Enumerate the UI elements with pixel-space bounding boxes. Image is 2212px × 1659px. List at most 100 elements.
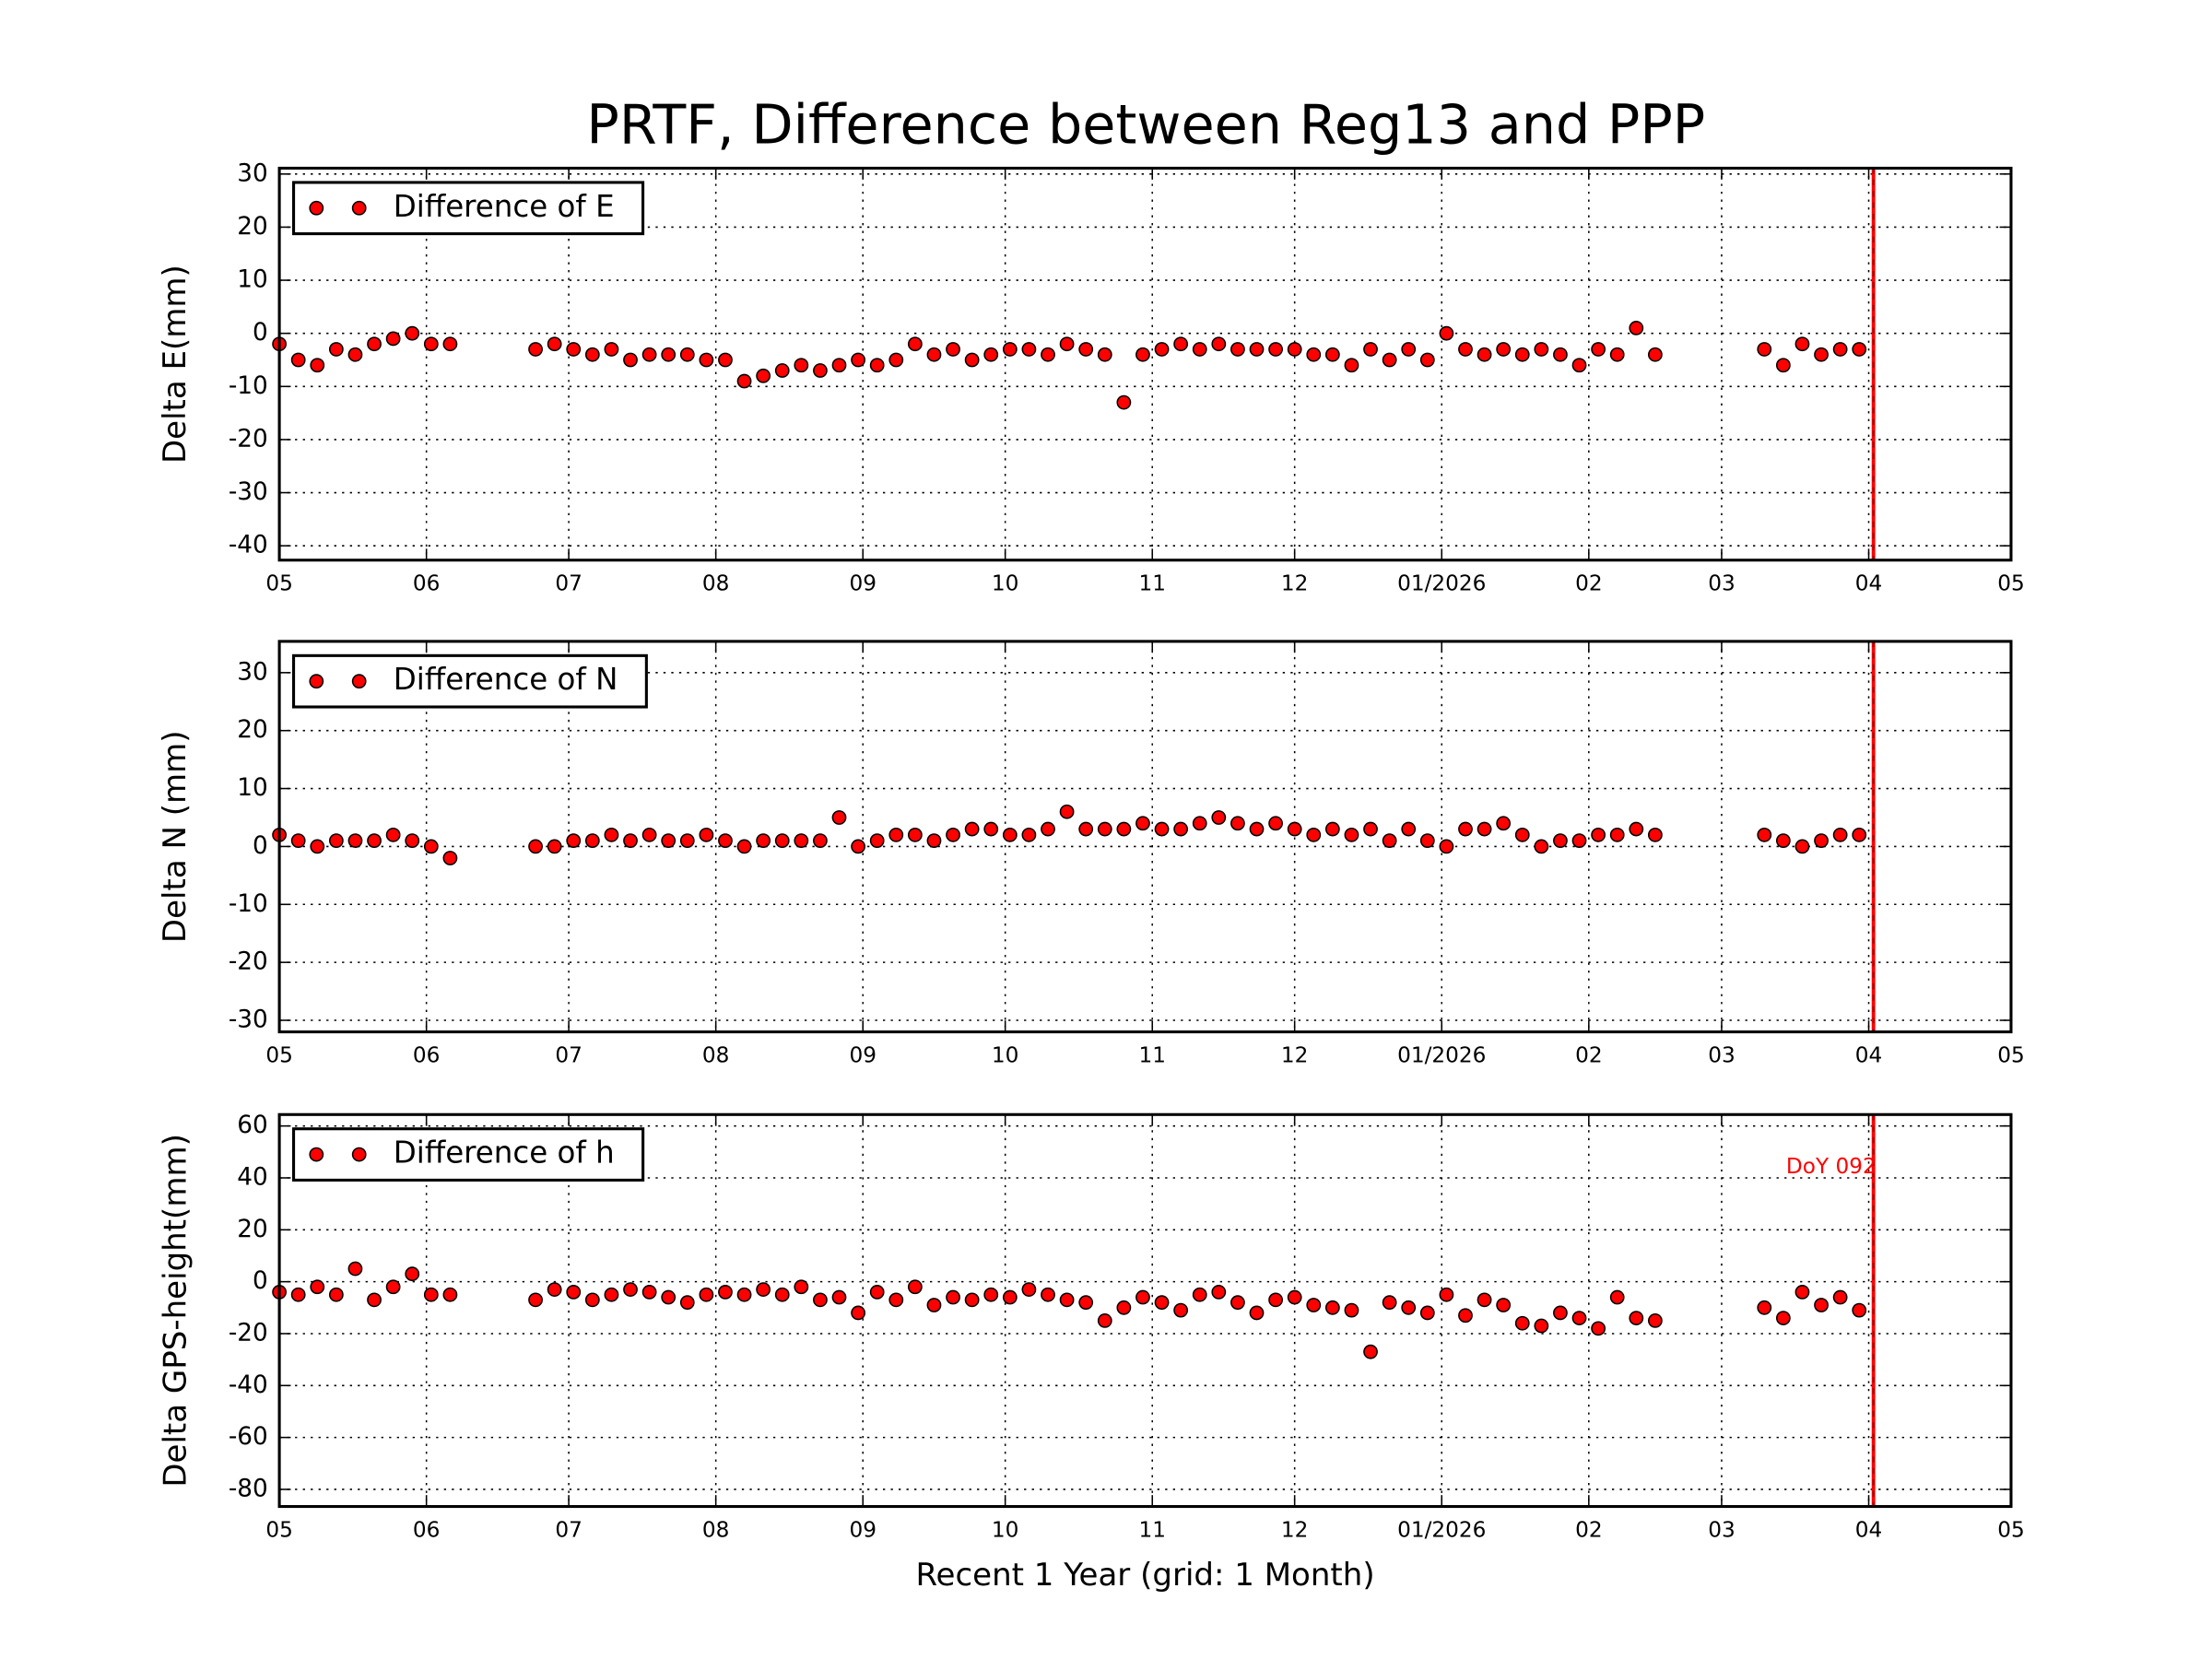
data-point bbox=[736, 373, 752, 389]
data-point bbox=[1629, 821, 1644, 837]
data-point bbox=[1439, 839, 1454, 854]
data-point bbox=[1553, 347, 1568, 362]
plot-frame bbox=[277, 1112, 2013, 1509]
data-point bbox=[926, 347, 942, 362]
data-point bbox=[1775, 1311, 1791, 1325]
legend: Difference of h bbox=[292, 1127, 645, 1182]
data-point bbox=[831, 1289, 847, 1305]
data-point bbox=[1268, 1292, 1283, 1308]
data-point bbox=[367, 833, 382, 849]
data-point bbox=[1173, 336, 1189, 352]
data-point bbox=[290, 1287, 306, 1302]
data-point bbox=[964, 352, 980, 368]
data-point bbox=[328, 833, 344, 849]
data-point bbox=[547, 336, 562, 352]
data-point bbox=[1306, 827, 1322, 842]
legend-label: Difference of h bbox=[394, 1135, 615, 1171]
y-tick-label: -40 bbox=[229, 1371, 268, 1399]
data-point bbox=[1757, 342, 1772, 357]
data-point bbox=[1192, 1287, 1207, 1302]
x-tick-label: 11 bbox=[1138, 571, 1166, 596]
y-tick-label: 40 bbox=[237, 1163, 267, 1191]
data-point bbox=[1173, 1302, 1189, 1318]
data-point bbox=[442, 851, 458, 865]
legend-marker bbox=[309, 200, 324, 216]
data-point bbox=[1116, 821, 1132, 837]
data-point bbox=[946, 342, 960, 357]
data-point bbox=[641, 1285, 657, 1300]
data-point bbox=[869, 358, 885, 373]
data-point bbox=[661, 347, 677, 362]
x-tick-label: 12 bbox=[1281, 1517, 1309, 1542]
data-point bbox=[1002, 827, 1018, 842]
data-point bbox=[1609, 827, 1625, 842]
x-tick-label: 05 bbox=[265, 571, 293, 596]
data-point bbox=[1324, 1300, 1340, 1315]
data-point bbox=[1306, 347, 1322, 362]
data-point bbox=[347, 1261, 363, 1277]
data-point bbox=[328, 1287, 344, 1302]
x-tick-label: 02 bbox=[1575, 1517, 1603, 1542]
y-tick-label: -20 bbox=[229, 948, 268, 976]
data-point bbox=[1648, 827, 1663, 842]
y-tick-label: -30 bbox=[229, 1006, 268, 1034]
data-point bbox=[1496, 1298, 1512, 1312]
data-point bbox=[528, 839, 543, 854]
data-point bbox=[405, 325, 420, 341]
legend-marker bbox=[309, 1147, 324, 1162]
data-point bbox=[1775, 358, 1791, 373]
data-point bbox=[794, 1279, 809, 1295]
data-point bbox=[385, 1279, 401, 1295]
data-point bbox=[1832, 827, 1848, 842]
data-point bbox=[1382, 352, 1397, 368]
x-tick-label: 02 bbox=[1575, 571, 1603, 596]
x-tick-label: 01/2026 bbox=[1397, 1517, 1486, 1542]
data-point bbox=[367, 336, 382, 352]
y-tick-label: -10 bbox=[229, 890, 268, 918]
data-point bbox=[1382, 1295, 1397, 1311]
x-tick-label: 01/2026 bbox=[1397, 1042, 1486, 1067]
data-point bbox=[1852, 1302, 1867, 1318]
data-point bbox=[528, 1292, 543, 1308]
data-point bbox=[1097, 821, 1112, 837]
x-axis-label: Recent 1 Year (grid: 1 Month) bbox=[915, 1557, 1374, 1594]
data-point bbox=[1249, 342, 1265, 357]
data-point bbox=[310, 839, 325, 854]
data-point bbox=[1571, 358, 1587, 373]
data-point bbox=[347, 833, 363, 849]
data-point bbox=[907, 1279, 923, 1295]
data-point bbox=[1344, 827, 1359, 842]
data-point bbox=[679, 833, 695, 849]
data-point bbox=[1648, 347, 1663, 362]
data-point bbox=[641, 827, 657, 842]
data-point bbox=[623, 833, 638, 849]
x-tick-label: 05 bbox=[1997, 1042, 2025, 1067]
data-point bbox=[1154, 821, 1170, 837]
x-tick-label: 08 bbox=[702, 1517, 730, 1542]
data-point bbox=[604, 827, 619, 842]
data-point bbox=[1591, 827, 1606, 842]
data-point bbox=[1116, 394, 1132, 410]
data-point bbox=[1078, 821, 1094, 837]
data-point bbox=[813, 1292, 828, 1308]
data-point bbox=[385, 331, 401, 347]
data-point bbox=[1477, 347, 1492, 362]
x-tick-label: 06 bbox=[413, 571, 441, 596]
data-point bbox=[794, 358, 809, 373]
data-point bbox=[1553, 1305, 1568, 1321]
plot-frame bbox=[277, 166, 2013, 562]
data-point bbox=[1794, 336, 1810, 352]
data-point bbox=[1401, 342, 1417, 357]
x-tick-label: 02 bbox=[1575, 1042, 1603, 1067]
data-point bbox=[813, 363, 828, 378]
y-tick-label: 10 bbox=[237, 774, 267, 802]
data-point bbox=[1173, 821, 1189, 837]
y-tick-label: 30 bbox=[237, 658, 267, 686]
x-tick-label: 04 bbox=[1855, 1042, 1883, 1067]
x-tick-label: 09 bbox=[849, 1517, 877, 1542]
y-tick-label: 0 bbox=[253, 832, 268, 860]
data-point bbox=[1002, 342, 1018, 357]
data-point bbox=[1852, 342, 1867, 357]
